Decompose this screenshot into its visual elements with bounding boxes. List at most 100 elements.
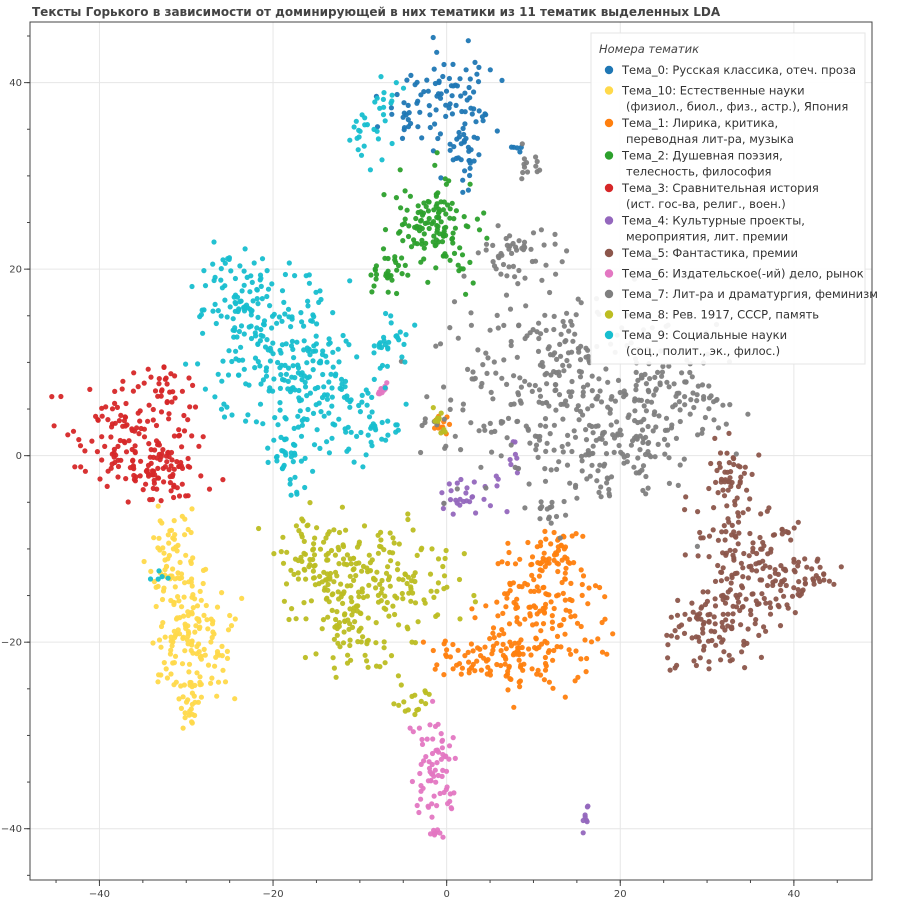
data-point [567,609,572,614]
data-point [780,527,785,532]
data-point [58,394,63,399]
data-point [219,590,224,595]
data-point [260,421,265,426]
data-point [243,246,248,251]
data-point [175,615,180,620]
data-point [254,287,259,292]
data-point [759,591,764,596]
data-point [266,287,271,292]
data-point [731,555,736,560]
data-point [499,453,504,458]
data-point [514,615,519,620]
data-point [451,735,456,740]
data-point [288,568,293,573]
data-point [191,605,196,610]
data-point [136,431,141,436]
data-point [436,210,441,215]
data-point [581,830,586,835]
data-point [713,643,718,648]
data-point [561,591,566,596]
data-point [528,247,533,252]
data-point [158,645,163,650]
data-point [714,397,719,402]
data-point [376,533,381,538]
data-point [411,573,416,578]
data-point [403,332,408,337]
data-point [328,340,333,345]
data-point [781,594,786,599]
data-point [394,195,399,200]
data-point [339,382,344,387]
data-point [526,646,531,651]
data-point [443,652,448,657]
data-point [499,78,504,83]
data-point [358,129,363,134]
data-point [416,203,421,208]
data-point [481,656,486,661]
data-point [801,587,806,592]
data-point [574,407,579,412]
data-point [277,314,282,319]
data-point [522,379,527,384]
data-point [356,594,361,599]
data-point [210,309,215,314]
data-point [468,76,473,81]
data-point [242,283,247,288]
data-point [522,505,527,510]
data-point [243,381,248,386]
data-point [563,571,568,576]
x-tick-label: 0 [443,889,449,899]
data-point [405,626,410,631]
data-point [484,247,489,252]
data-point [455,481,460,486]
data-point [177,576,182,581]
data-point [330,310,335,315]
data-point [585,348,590,353]
data-point [303,616,308,621]
data-point [460,666,465,671]
data-point [137,419,142,424]
data-point [225,256,230,261]
data-point [281,464,286,469]
data-point [216,680,221,685]
data-point [755,602,760,607]
data-point [706,406,711,411]
data-point [590,388,595,393]
data-point [408,726,413,731]
data-point [721,593,726,598]
legend-entry-label: Тема_3: Сравнительная история [621,181,819,195]
data-point [396,577,401,582]
data-point [389,278,394,283]
data-point [189,561,194,566]
data-point [565,463,570,468]
data-point [357,134,362,139]
data-point [172,373,177,378]
data-point [434,803,439,808]
data-point [511,373,516,378]
data-point [381,90,386,95]
data-point [433,265,438,270]
data-point [646,424,651,429]
data-point [604,451,609,456]
data-point [348,574,353,579]
data-point [283,450,288,455]
data-point [586,585,591,590]
data-point [539,504,544,509]
data-point [662,452,667,457]
data-point [252,260,257,265]
data-point [236,373,241,378]
data-point [643,435,648,440]
data-point [334,675,339,680]
data-point [722,523,727,528]
data-point [706,383,711,388]
data-point [515,355,520,360]
data-point [272,312,277,317]
data-point [262,318,267,323]
data-point [211,239,216,244]
data-point [52,423,57,428]
data-point [578,374,583,379]
data-point [226,348,231,353]
data-point [669,633,674,638]
data-point [373,425,378,430]
data-point [358,409,363,414]
